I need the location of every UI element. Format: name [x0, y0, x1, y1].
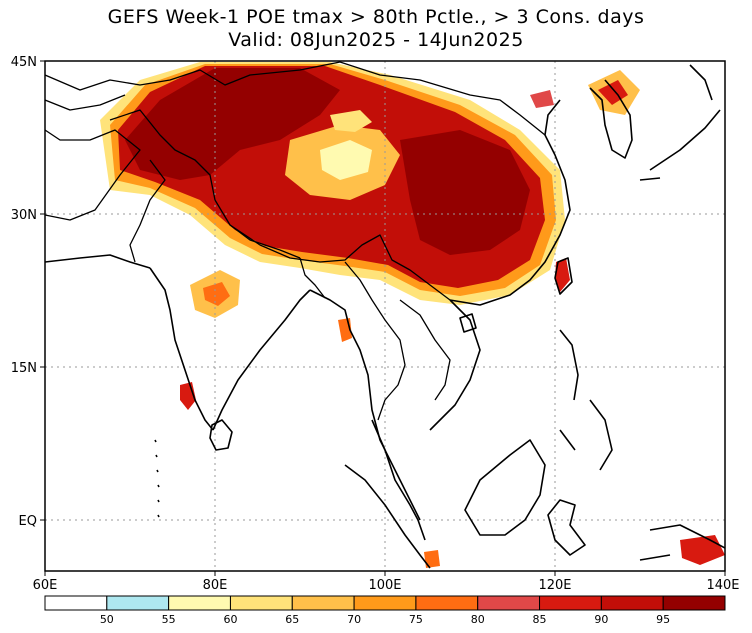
coast-sri-lanka: [209, 419, 233, 451]
lon-label-80: 80E: [203, 578, 228, 593]
lon-label-120: 120E: [538, 578, 571, 593]
colorbar-label: 50: [100, 613, 114, 626]
colorbar-swatch: [44, 595, 108, 611]
coast-india-east: [212, 289, 311, 431]
lat-label-eq: EQ: [19, 514, 37, 529]
lon-label-60: 60E: [33, 578, 58, 593]
colorbar-label: 75: [409, 613, 423, 626]
colorbar-label: 90: [594, 613, 608, 626]
lon-label-100: 100E: [368, 578, 401, 593]
border-kazakh: [45, 94, 126, 111]
coast-philippines: [559, 329, 613, 471]
colorbar-swatch: [229, 595, 293, 611]
coast-malay: [371, 419, 426, 541]
coast-pakistan: [45, 254, 151, 269]
border-afghanistan: [45, 129, 141, 221]
shade-bohai: [530, 90, 554, 108]
shade-new-guinea: [680, 535, 725, 565]
lat-labels: 45N 30N 15N EQ: [11, 55, 37, 529]
coast-new-guinea: [639, 524, 725, 561]
axis-ticks: [40, 60, 726, 576]
coast-india-west: [149, 267, 214, 431]
border-myanmar: [344, 261, 406, 421]
colorbar-swatch: [291, 595, 355, 611]
border-pakistan-india: [129, 159, 166, 263]
colorbar: 50 55 60 65 70 75 80 85 90 95: [44, 595, 726, 626]
coast-maldives: [154, 439, 160, 518]
coast-indochina: [429, 299, 481, 431]
colorbar-swatch: [106, 595, 170, 611]
shade-darkest-east: [400, 130, 530, 255]
colorbar-label: 55: [162, 613, 176, 626]
coast-china: [449, 99, 571, 306]
colorbar-swatch: [662, 595, 726, 611]
lon-label-140: 140E: [706, 578, 739, 593]
gridlines: [45, 61, 725, 571]
border-laos: [399, 299, 451, 401]
colorbar-label: 60: [223, 613, 237, 626]
colorbar-swatch: [168, 595, 231, 611]
coast-sumatra: [344, 464, 431, 569]
border-mongolia: [339, 61, 546, 136]
shade-java: [424, 550, 440, 568]
lat-label-15: 15N: [11, 361, 37, 376]
coast-sulawesi: [547, 499, 586, 556]
map-title-line1: GEFS Week-1 POE tmax > 80th Pctle., > 3 …: [107, 6, 645, 28]
colorbar-label: 80: [471, 613, 485, 626]
probability-shading: [100, 62, 725, 568]
coast-japan: [639, 64, 721, 181]
colorbar-swatch: [415, 595, 479, 611]
lat-label-45: 45N: [11, 55, 37, 70]
coast-hainan: [459, 313, 477, 333]
coastlines: [45, 64, 725, 569]
shade-india-core: [203, 282, 230, 306]
map-title-line2: Valid: 08Jun2025 - 14Jun2025: [228, 29, 524, 51]
border-nepal: [229, 224, 301, 259]
colorbar-swatch: [477, 595, 541, 611]
shade-north-pale: [330, 110, 372, 132]
border-central-asia: [45, 61, 341, 91]
coast-korea: [589, 79, 633, 159]
border-china-west: [109, 109, 451, 301]
shade-taiwan: [555, 258, 570, 292]
colorbar-label: 85: [533, 613, 547, 626]
shade-plateau-pale: [320, 140, 372, 180]
coast-taiwan: [554, 257, 573, 295]
colorbar-swatch: [539, 595, 602, 611]
border-bangladesh: [299, 257, 326, 299]
country-borders: [45, 61, 546, 421]
coast-borneo: [464, 439, 546, 536]
coast-bengal: [309, 289, 421, 521]
colorbar-label: 95: [656, 613, 670, 626]
lon-labels: 60E 80E 100E 120E 140E: [33, 578, 740, 593]
colorbar-label: 65: [285, 613, 299, 626]
colorbar-label: 70: [347, 613, 361, 626]
colorbar-swatch: [353, 595, 417, 611]
lat-label-30: 30N: [11, 208, 37, 223]
colorbar-swatch: [600, 595, 664, 611]
